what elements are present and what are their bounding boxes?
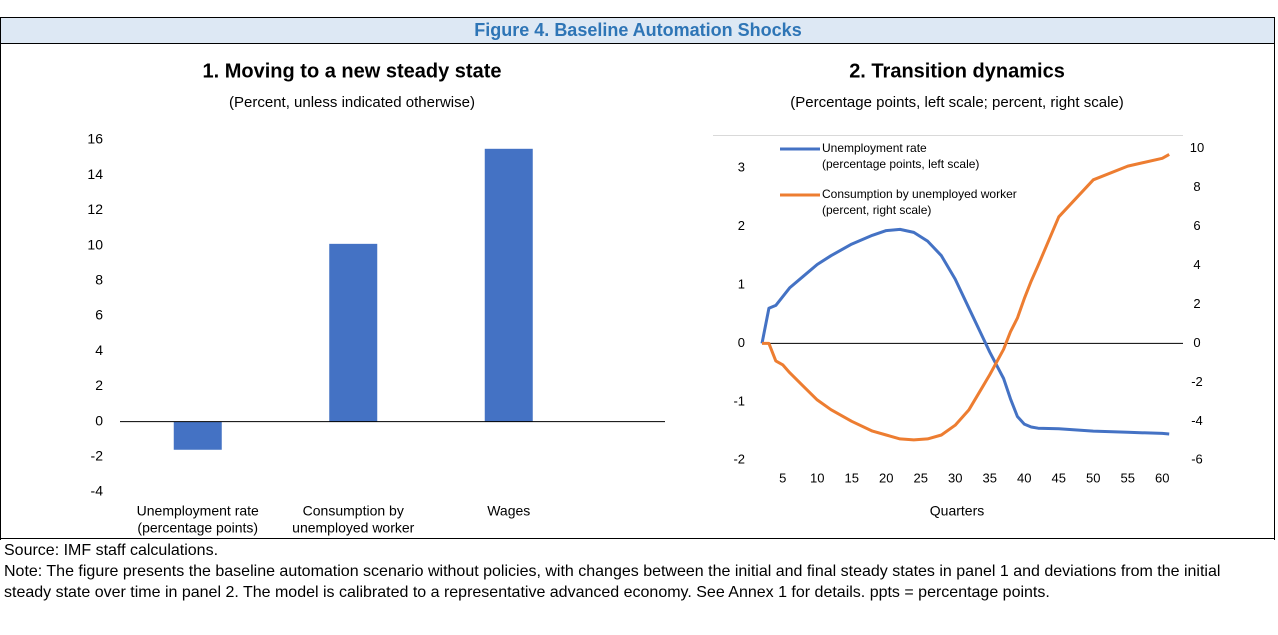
bar [173, 421, 222, 450]
x-tick-label: Wages [487, 503, 530, 519]
x-tick-label: 20 [879, 470, 893, 485]
bar [329, 243, 378, 422]
source: Source: IMF staff calculations. [4, 542, 219, 559]
x-axis-label: Quarters [930, 503, 984, 519]
y-tick-label: 6 [95, 307, 103, 323]
y2-tick-label: 0 [1193, 335, 1200, 350]
y-tick-label: 8 [95, 272, 103, 288]
x-tick-label: unemployed worker [292, 520, 415, 536]
y-tick-label: -4 [91, 483, 104, 499]
y-tick-label: 10 [87, 236, 103, 252]
y2-tick-label: -6 [1191, 452, 1203, 467]
y2-tick-label: -2 [1191, 374, 1203, 389]
y-tick-label: 16 [87, 131, 103, 147]
y2-tick-label: 8 [1193, 179, 1200, 194]
x-tick-label: (percentage points) [137, 520, 258, 536]
legend-label: Consumption by unemployed worker [822, 187, 1017, 201]
chart-title: 2. Transition dynamics [849, 60, 1065, 82]
x-tick-label: Consumption by [303, 503, 404, 519]
x-tick-label: 15 [844, 470, 858, 485]
legend-label: (percent, right scale) [822, 203, 931, 217]
x-tick-label: Unemployment rate [137, 503, 259, 519]
y2-tick-label: 2 [1193, 296, 1200, 311]
y-tick-label: 0 [95, 412, 103, 428]
y-tick-label: 4 [95, 342, 103, 358]
chart-subtitle: (Percentage points, left scale; percent,… [790, 94, 1124, 111]
legend-label: (percentage points, left scale) [822, 157, 979, 171]
y2-tick-label: 6 [1193, 218, 1200, 233]
y-tick-label: 3 [738, 160, 745, 175]
y-tick-label: -1 [733, 393, 745, 408]
x-tick-label: 25 [914, 470, 928, 485]
x-tick-label: 45 [1052, 470, 1066, 485]
y-tick-label: 0 [738, 335, 745, 350]
x-tick-label: 30 [948, 470, 962, 485]
x-tick-label: 35 [983, 470, 997, 485]
x-tick-label: 10 [810, 470, 824, 485]
y2-tick-label: 4 [1193, 257, 1200, 272]
x-tick-label: 60 [1155, 470, 1169, 485]
line [760, 227, 1170, 436]
x-tick-label: 50 [1086, 470, 1100, 485]
legend-label: Unemployment rate [822, 141, 927, 155]
figure-title: Figure 4. Baseline Automation Shocks [474, 20, 801, 40]
y-tick-label: 1 [738, 276, 745, 291]
y-tick-label: 2 [95, 377, 103, 393]
figure: Figure 4. Baseline Automation Shocks 1. … [0, 17, 1275, 540]
y-tick-label: 12 [87, 201, 103, 217]
bar [484, 148, 533, 422]
y-tick-label: 2 [738, 218, 745, 233]
y2-tick-label: 10 [1190, 140, 1204, 155]
y-tick-label: 14 [87, 166, 103, 182]
chart-subtitle: (Percent, unless indicated otherwise) [229, 94, 475, 111]
x-tick-label: 5 [779, 470, 786, 485]
x-tick-label: 55 [1121, 470, 1135, 485]
footer: Source: IMF staff calculations. Note: Th… [4, 540, 1269, 603]
line [762, 153, 1170, 442]
y2-tick-label: -4 [1191, 413, 1203, 428]
y-tick-label: -2 [733, 452, 745, 467]
y-tick-label: -2 [91, 448, 104, 464]
chart-title: 1. Moving to a new steady state [203, 60, 502, 82]
header-band [0, 17, 1275, 44]
note: Note: The figure presents the baseline a… [4, 563, 1221, 601]
x-tick-label: 40 [1017, 470, 1031, 485]
